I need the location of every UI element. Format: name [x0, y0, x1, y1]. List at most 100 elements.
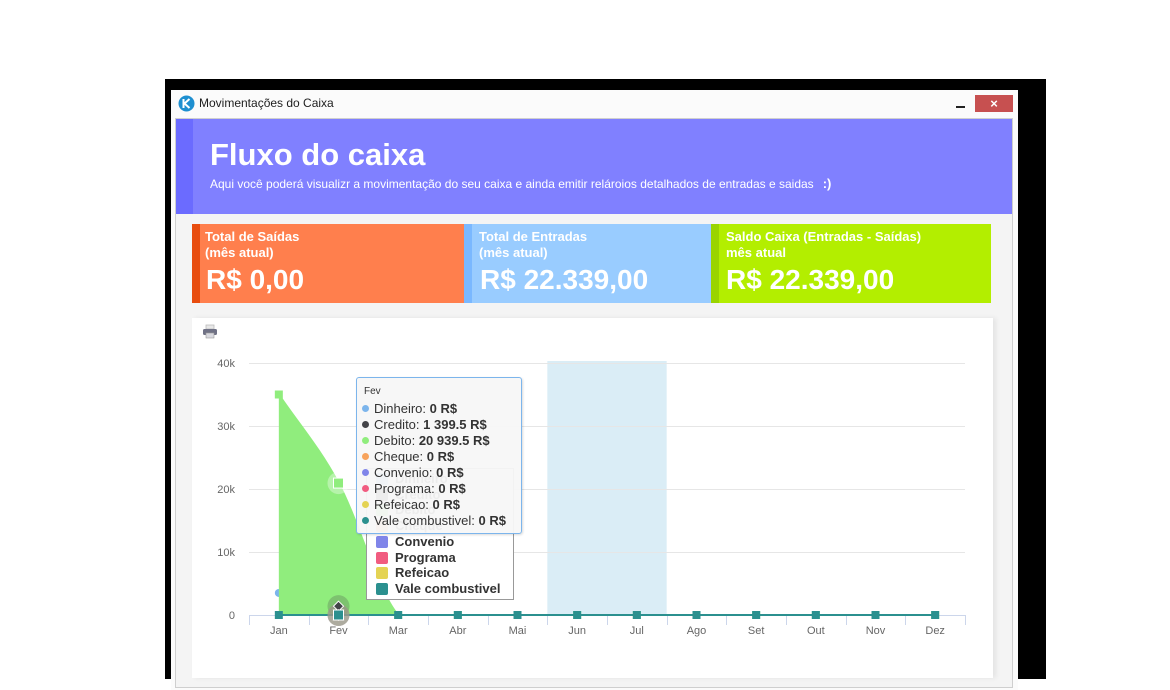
stat-card-total-entradas: Total de Entradas (mês atual) R$ 22.339,… [464, 224, 711, 303]
tooltip-row: Cheque: 0 R$ [362, 449, 454, 465]
stat-accent-strip [192, 224, 200, 303]
x-axis-label: Abr [449, 625, 466, 637]
stat-accent-strip [711, 224, 719, 303]
tooltip-series-value: 0 R$ [438, 481, 466, 496]
app-logo-icon [178, 95, 195, 112]
legend-symbol-icon [376, 551, 388, 564]
x-axis-label: Ago [687, 625, 707, 637]
tooltip-series-value: 20 939.5 R$ [418, 433, 490, 448]
y-axis-label: 10k [217, 547, 235, 559]
series-bullet-icon [362, 517, 369, 524]
legend-label: Programa [395, 549, 456, 565]
chart-tooltip: Fev Dinheiro: 0 R$ Credito: 1 399.5 R$ Deb… [356, 377, 522, 534]
x-axis-label: Jun [568, 625, 586, 637]
series-bullet-icon [362, 453, 369, 460]
tooltip-series-name: Debito: [374, 433, 419, 448]
series-bullet-icon [362, 469, 369, 476]
tooltip-series-value: 0 R$ [436, 465, 464, 480]
x-axis-label: Out [807, 625, 825, 637]
square-marker-icon[interactable] [811, 611, 820, 619]
tooltip-series-name: Credito: [374, 417, 424, 432]
x-axis-label: Mar [389, 625, 408, 637]
minimize-button[interactable] [952, 96, 972, 113]
tooltip-header: Fev [364, 386, 381, 397]
header-accent-strip [176, 119, 193, 214]
y-axis-label: 30k [217, 421, 235, 433]
square-marker-icon[interactable] [513, 611, 522, 619]
square-marker-icon[interactable] [573, 611, 582, 619]
tooltip-series-value: 0 R$ [426, 449, 455, 464]
tooltip-series-name: Convenio: [374, 465, 437, 480]
tooltip-series-name: Cheque: [374, 449, 427, 464]
tooltip-row: Dinheiro: 0 R$ [362, 401, 457, 417]
x-axis-label: Mai [509, 625, 527, 637]
tooltip-series-name: Programa: [374, 481, 439, 496]
tooltip-series-name: Dinheiro: [374, 401, 430, 416]
chart-panel: 0 10k 20k 30k 40k Jan Fev Mar Abr Mai Jun Jul Ago Set… [192, 318, 993, 678]
page-header: Fluxo do caixa Aqui você poderá visualiz… [176, 119, 1012, 214]
stat-sublabel: (mês atual) [205, 245, 274, 260]
square-marker-icon[interactable] [752, 611, 761, 619]
square-marker-icon[interactable] [692, 611, 701, 619]
page-subtitle: Aqui você poderá visualizr a movimentaçã… [210, 176, 832, 192]
tooltip-series-value: 0 R$ [429, 401, 458, 416]
stat-accent-strip [464, 224, 472, 303]
y-axis-label: 0 [229, 610, 235, 622]
tooltip-series-value: 0 R$ [432, 497, 461, 512]
emoticon: :) [822, 176, 832, 191]
legend-symbol-icon [376, 535, 388, 548]
tooltip-series-value: 1 399.5 R$ [423, 417, 487, 432]
x-axis-label: Fev [329, 625, 348, 637]
stat-sublabel: mês atual [726, 245, 786, 260]
square-marker-icon[interactable] [931, 611, 940, 619]
tooltip-row: Debito: 20 939.5 R$ [362, 433, 490, 449]
square-marker-icon[interactable] [871, 611, 880, 619]
stat-sublabel: (mês atual) [479, 245, 548, 260]
series-bullet-icon [362, 501, 369, 508]
stat-label: Total de Entradas [479, 229, 588, 244]
x-axis-label: Jul [630, 625, 644, 637]
close-button[interactable]: × [975, 95, 1013, 112]
tooltip-row: Vale combustivel: 0 R$ [362, 513, 506, 529]
stat-card-saldo-caixa: Saldo Caixa (Entradas - Saídas) mês atua… [711, 224, 991, 303]
stat-card-total-saidas: Total de Saídas (mês atual) R$ 0,00 [192, 224, 464, 303]
y-axis-label: 40k [217, 358, 235, 370]
title-bar[interactable]: Movimentações do Caixa × [171, 90, 1018, 118]
square-marker-icon[interactable] [453, 611, 462, 619]
series-bullet-icon [362, 421, 369, 428]
square-marker-icon[interactable] [632, 611, 641, 619]
minimize-icon [956, 106, 965, 108]
y-axis-label: 20k [217, 484, 235, 496]
x-axis-label: Dez [925, 625, 945, 637]
page-title: Fluxo do caixa [210, 137, 426, 172]
tooltip-series-value: 0 R$ [478, 513, 506, 528]
legend-label: Refeicao [395, 565, 450, 581]
stat-value: R$ 22.339,00 [480, 264, 649, 295]
window-title: Movimentações do Caixa [199, 96, 334, 110]
square-marker-icon[interactable] [333, 477, 344, 489]
series-bullet-icon [362, 485, 369, 492]
legend-symbol-icon [376, 567, 388, 580]
x-axis-label: Set [748, 625, 765, 637]
legend-label: Vale combustivel [395, 580, 501, 596]
content-area: Fluxo do caixa Aqui você poderá visualiz… [175, 118, 1013, 688]
tooltip-row: Programa: 0 R$ [362, 481, 466, 497]
tooltip-series-name: Refeicao: [374, 497, 433, 512]
square-marker-icon[interactable] [394, 611, 403, 619]
stat-value: R$ 0,00 [206, 264, 305, 295]
series-bullet-icon [362, 405, 369, 412]
series-area-debito [278, 394, 936, 615]
square-marker-icon[interactable] [333, 609, 344, 621]
square-marker-icon[interactable] [274, 611, 283, 619]
print-button[interactable] [202, 324, 218, 339]
x-axis-label: Nov [866, 625, 886, 637]
x-axis-label: Jan [270, 625, 288, 637]
plot-band [547, 361, 667, 615]
close-icon: × [990, 96, 998, 111]
stat-value: R$ 22.339,00 [726, 264, 895, 295]
square-marker-icon[interactable] [274, 390, 283, 399]
stat-label: Total de Saídas [205, 229, 300, 244]
legend-symbol-icon [376, 582, 388, 595]
page-subtitle-text: Aqui você poderá visualizr a movimentaçã… [210, 177, 814, 191]
cash-flow-chart[interactable]: 0 10k 20k 30k 40k Jan Fev Mar Abr Mai Jun Jul Ago Set… [192, 318, 993, 663]
